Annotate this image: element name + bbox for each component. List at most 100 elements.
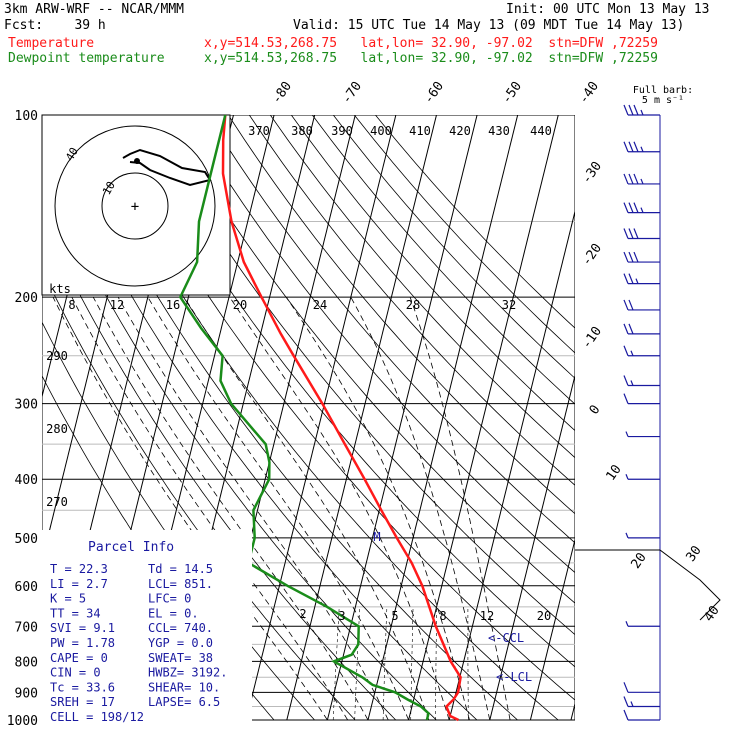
parcel-info-left-row: CELL = 198/12: [50, 710, 144, 724]
level-marker-m: M: [373, 530, 380, 544]
parcel-info-left-row: T = 22.3: [50, 562, 108, 576]
mixing-ratio-label: 8: [439, 609, 446, 623]
model-title: 3km ARW-WRF -- NCAR/MMM: [4, 2, 185, 17]
pressure-label: 800: [15, 655, 38, 670]
moist-adiabat-line: [285, 296, 470, 721]
wind-barb-flag: [628, 104, 634, 116]
dry-adiabat-line: [42, 218, 397, 721]
dewpoint-legend: Dewpoint temperature: [8, 51, 165, 66]
wind-barb-flag: [628, 202, 634, 213]
pressure-label: 400: [15, 473, 38, 488]
wind-barb-flag: [628, 323, 634, 335]
pressure-label: 600: [15, 580, 38, 595]
isotherm-line: [570, 701, 575, 721]
dry-adiabat-line: [248, 115, 575, 486]
isotherm-label: 20: [628, 550, 649, 571]
wind-barb-flag: [628, 273, 634, 284]
wind-barb-flag: [623, 709, 629, 721]
wind-barb-flag: [630, 701, 634, 707]
dry-adiabat-line: [290, 115, 575, 432]
wind-barb-flag: [628, 141, 634, 152]
parcel-info-left-row: PW = 1.78: [50, 636, 115, 650]
isotherm-label: -40: [576, 79, 602, 107]
dry-adiabat-line: [185, 115, 575, 574]
dry-adiabat-line: [143, 115, 575, 636]
mixing-ratio-line: [467, 606, 469, 721]
moist-adiabat-line: [71, 296, 349, 721]
hodograph-scale-label: 12: [110, 298, 124, 312]
dry-adiabat-line: [101, 115, 575, 701]
temperature-line: [221, 115, 462, 722]
moist-adiabat-line: [183, 296, 430, 721]
wind-barb-flag: [640, 109, 644, 116]
parcel-info-right-row: SHEAR= 10.: [148, 680, 220, 694]
parcel-info-left-row: CAPE = 0: [50, 651, 108, 665]
moist-adiabat-line: [92, 296, 369, 721]
wind-barb-flag: [623, 173, 629, 185]
isotherm-label: 0: [587, 402, 604, 417]
pressure-label: 900: [15, 686, 38, 701]
isotherm-label: -60: [421, 79, 447, 107]
isotherm-line: [529, 537, 575, 721]
parcel-info-left-row: LI = 2.7: [50, 577, 108, 591]
pressure-label: 300: [15, 398, 38, 413]
isotherm-label: -30: [579, 159, 605, 187]
hodograph-scale-label: 28: [406, 298, 420, 312]
dry-adiabat-line: [227, 115, 575, 515]
parcel-info-right-row: CCL= 740.: [148, 621, 213, 635]
theta-label: 440: [530, 124, 552, 138]
wind-barb-flag: [640, 207, 644, 213]
hodograph-frame: [41, 114, 231, 296]
wind-barb-flag: [633, 202, 639, 213]
init-time: Init: 00 UTC Mon 13 May 13: [506, 2, 710, 17]
parcel-info-left-row: SREH = 17: [50, 695, 115, 709]
isotherm-label: 30: [683, 543, 704, 564]
hodograph-trace: [122, 148, 212, 187]
parcel-info-right-row: Td = 14.5: [148, 562, 213, 576]
level-marker-lcl: <-LCL: [496, 670, 532, 684]
wind-barb-flag: [623, 228, 629, 239]
chart-outline: [575, 549, 721, 621]
isotherm-label: -80: [269, 79, 295, 107]
parcel-info-right-row: LCL= 851.: [148, 577, 213, 591]
forecast-hour: Fcst: 39 h: [4, 18, 106, 33]
wind-barb-flag: [640, 178, 644, 185]
valid-time: Valid: 15 UTC Tue 14 May 13 (09 MDT Tue …: [293, 18, 685, 33]
isotherm-line: [408, 115, 559, 721]
theta-label: 290: [46, 349, 68, 363]
mixing-ratio-label: 12: [480, 609, 494, 623]
dewpoint-location: x,y=514.53,268.75 lat,lon= 32.90, -97.02…: [204, 51, 658, 66]
wind-barb-flag: [625, 431, 629, 437]
isotherm-label: 40: [701, 603, 722, 624]
dry-adiabat-line: [206, 115, 575, 544]
dry-adiabat-line: [311, 115, 575, 405]
hodograph-scale-label: 24: [313, 298, 327, 312]
parcel-info-right-row: LAPSE= 6.5: [148, 695, 220, 709]
wind-barb-flag: [623, 251, 629, 263]
wind-barb-flag: [625, 532, 629, 539]
wind-barb-flag: [623, 393, 629, 404]
pressure-label: 700: [15, 620, 38, 635]
wind-barb-flag: [623, 299, 629, 311]
parcel-info-right-row: YGP = 0.0: [148, 636, 213, 650]
mixing-ratio-line: [382, 606, 388, 721]
pressure-label: 200: [15, 291, 38, 306]
theta-label: 280: [46, 422, 68, 436]
isotherm-line: [489, 373, 575, 721]
mixing-ratio-label: 2: [299, 607, 306, 621]
wind-barb-flag: [623, 202, 629, 213]
theta-label: 270: [46, 495, 68, 509]
mixing-ratio-label: 5: [391, 609, 398, 623]
wind-barb-flag: [623, 104, 629, 116]
moist-adiabat-line: [147, 296, 409, 721]
theta-label: 430: [488, 124, 510, 138]
theta-label: 400: [370, 124, 392, 138]
temperature-legend: Temperature: [8, 36, 95, 51]
wind-barb-flag: [633, 228, 639, 239]
wind-barb-flag: [633, 251, 639, 263]
pressure-label: 500: [15, 532, 38, 547]
moist-adiabat-line: [229, 296, 450, 721]
hodograph-scale-label: 16: [166, 298, 180, 312]
